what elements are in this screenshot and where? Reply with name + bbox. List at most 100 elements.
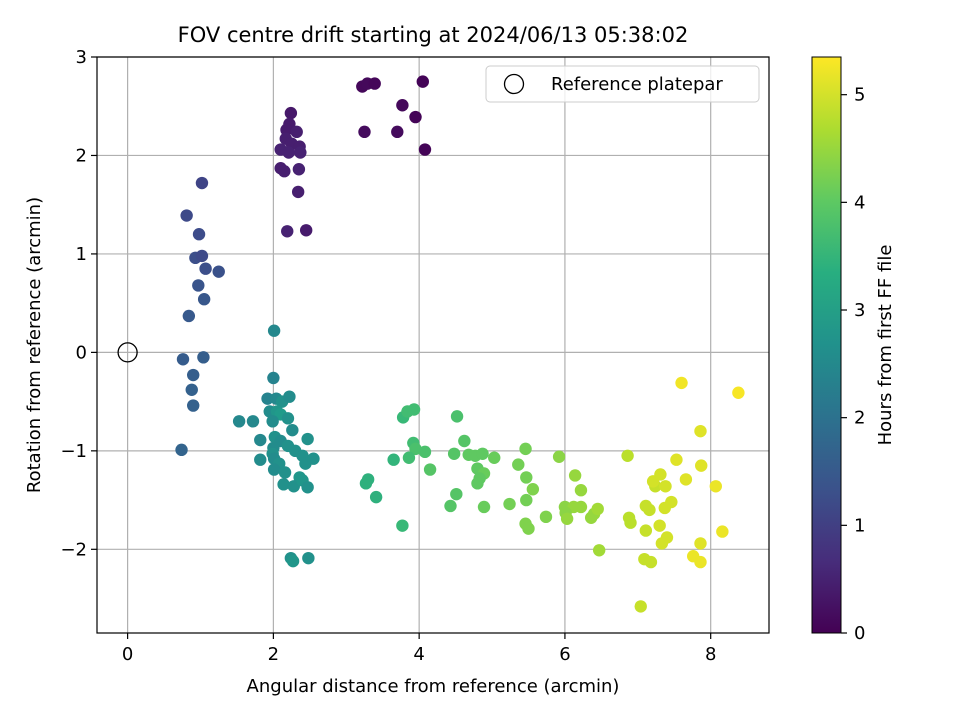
data-point xyxy=(520,471,533,484)
data-point xyxy=(407,403,421,416)
data-point xyxy=(232,415,246,428)
y-axis-label: Rotation from reference (arcmin) xyxy=(24,197,45,493)
data-point xyxy=(654,468,667,481)
data-point xyxy=(447,447,461,460)
data-point xyxy=(409,442,422,456)
data-point xyxy=(278,165,291,178)
data-point xyxy=(539,510,553,524)
colorbar: 0 1 2 3 4 5 Hours from first FF file xyxy=(811,56,896,644)
data-point xyxy=(675,376,688,390)
data-point xyxy=(286,554,300,568)
data-point xyxy=(199,262,212,275)
colorbar-tick-label: 1 xyxy=(854,515,865,536)
data-point xyxy=(621,449,634,462)
data-point xyxy=(301,432,314,446)
grid-lines xyxy=(97,56,769,633)
data-point xyxy=(418,445,432,459)
data-point xyxy=(552,450,566,463)
data-point xyxy=(732,386,745,399)
data-point xyxy=(277,478,290,491)
x-tick-label: 8 xyxy=(705,644,716,665)
data-point xyxy=(655,537,669,550)
data-point xyxy=(387,453,400,466)
data-point xyxy=(246,415,260,428)
x-axis-ticks: 0 2 4 6 8 xyxy=(122,633,716,665)
data-point xyxy=(423,463,437,476)
data-point xyxy=(634,600,647,613)
data-point xyxy=(643,503,656,517)
data-point xyxy=(458,434,471,448)
data-point xyxy=(195,176,209,190)
data-point xyxy=(716,525,729,538)
data-point xyxy=(284,106,298,120)
data-point xyxy=(287,480,300,493)
colorbar-label: Hours from first FF file xyxy=(875,245,896,446)
data-point xyxy=(281,412,295,425)
data-point xyxy=(639,524,653,537)
reference-platepar-marker xyxy=(117,342,138,363)
data-point xyxy=(307,452,320,465)
data-point xyxy=(503,497,516,511)
data-point xyxy=(471,477,484,490)
data-point xyxy=(281,225,294,238)
colorbar-tick-label: 5 xyxy=(854,85,865,106)
data-point xyxy=(488,451,501,464)
x-tick-label: 2 xyxy=(268,644,279,665)
y-tick-label: 3 xyxy=(76,47,87,68)
chart-title: FOV centre drift starting at 2024/06/13 … xyxy=(178,23,689,47)
data-point xyxy=(477,500,491,514)
y-tick-label: 1 xyxy=(76,244,87,265)
legend-box xyxy=(485,65,760,103)
data-point xyxy=(197,293,211,306)
data-point xyxy=(679,473,693,486)
data-point xyxy=(450,410,464,423)
data-point xyxy=(694,424,707,438)
data-point xyxy=(568,469,582,482)
data-point xyxy=(292,163,306,176)
data-point xyxy=(709,480,722,493)
data-point xyxy=(396,99,409,112)
data-point xyxy=(286,423,299,437)
y-tick-label: −2 xyxy=(60,539,87,560)
data-point xyxy=(278,466,292,479)
data-point xyxy=(176,353,190,366)
data-point xyxy=(195,249,209,263)
data-point xyxy=(192,228,206,241)
data-point xyxy=(519,442,532,456)
data-point xyxy=(391,125,404,139)
data-point xyxy=(574,500,588,514)
data-points xyxy=(175,75,745,613)
data-point xyxy=(512,458,525,471)
x-tick-label: 0 xyxy=(122,644,133,665)
data-point xyxy=(299,224,313,237)
data-point xyxy=(416,75,429,88)
y-tick-label: 0 xyxy=(76,342,87,363)
data-point xyxy=(291,185,305,199)
data-point xyxy=(197,351,210,364)
legend: Reference platepar xyxy=(485,65,760,103)
x-tick-label: 6 xyxy=(559,644,570,665)
data-point xyxy=(301,481,314,494)
data-point xyxy=(261,392,274,405)
data-point xyxy=(409,110,422,124)
reference-marker-group xyxy=(117,342,138,363)
data-point xyxy=(266,415,279,428)
data-point xyxy=(520,493,533,507)
data-point xyxy=(695,459,708,472)
data-point xyxy=(522,522,535,535)
data-point xyxy=(402,451,416,464)
data-point xyxy=(267,324,281,337)
data-point xyxy=(444,499,457,513)
data-point xyxy=(187,399,200,412)
y-axis-ticks: −2 −1 0 1 2 3 xyxy=(60,47,97,560)
legend-entry-label: Reference platepar xyxy=(551,74,723,95)
colorbar-ticks: 0 1 2 3 4 5 xyxy=(841,85,865,644)
data-point xyxy=(182,309,196,323)
data-point xyxy=(267,463,281,476)
data-point xyxy=(694,555,707,569)
data-point xyxy=(302,551,315,565)
data-point xyxy=(180,209,193,222)
data-point xyxy=(187,368,200,382)
colorbar-tick-label: 4 xyxy=(854,192,865,213)
